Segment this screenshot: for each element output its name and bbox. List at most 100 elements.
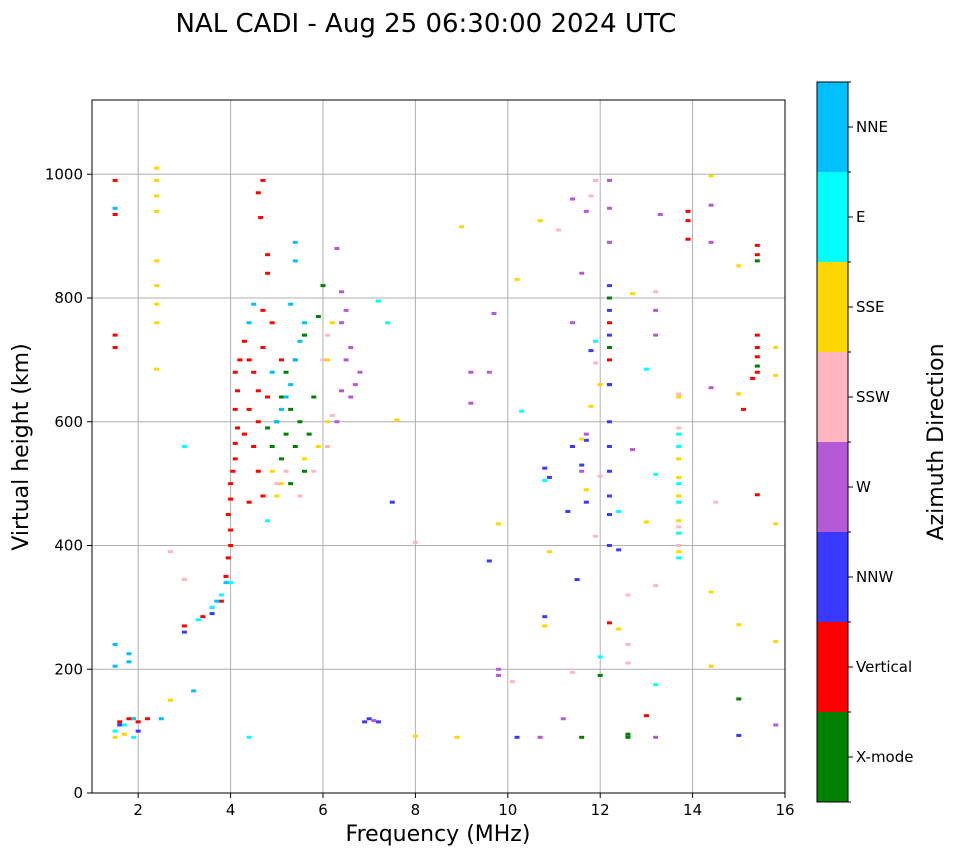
echo-point (546, 550, 552, 554)
colorbar-category-label: NNW (856, 568, 893, 586)
echo-point (653, 333, 659, 337)
echo-point (754, 253, 760, 257)
echo-point (579, 437, 585, 441)
echo-point (306, 432, 312, 436)
echo-point (228, 528, 234, 532)
echo-point (112, 346, 118, 349)
echo-point (292, 445, 298, 448)
echo-point (625, 732, 631, 736)
echo-point (708, 590, 714, 594)
echo-point (112, 729, 118, 733)
echo-point (251, 370, 257, 374)
echo-point (154, 178, 160, 182)
echo-point (606, 178, 612, 182)
echo-point (311, 469, 317, 473)
echo-point (569, 197, 575, 201)
echo-point (542, 615, 548, 619)
echo-point (260, 494, 266, 498)
echo-point (255, 191, 261, 195)
echo-point (708, 174, 714, 178)
echo-point (468, 401, 474, 405)
echo-point (357, 370, 363, 374)
echo-point (736, 392, 742, 396)
echo-point (154, 209, 160, 213)
echo-point (343, 358, 349, 362)
echo-point (579, 463, 585, 467)
colorbar-frame (816, 81, 849, 803)
echo-point (676, 457, 682, 461)
series-e (112, 299, 682, 739)
echo-point (750, 376, 756, 380)
echo-point (325, 358, 331, 362)
echo-point (676, 395, 682, 399)
x-axis-label: Frequency (MHz) (346, 822, 531, 847)
echo-point (653, 308, 659, 312)
colorbar-segment (817, 622, 848, 712)
echo-point (260, 346, 266, 349)
echo-point (265, 395, 271, 399)
echo-point (754, 243, 760, 247)
x-tick-label: 10 (498, 801, 517, 819)
echo-point (412, 734, 418, 738)
echo-point (556, 228, 562, 232)
echo-point (338, 389, 344, 393)
echo-point (412, 540, 418, 544)
echo-point (676, 556, 682, 560)
echo-point (181, 578, 187, 582)
echo-point (297, 339, 303, 343)
echo-point (574, 578, 580, 582)
echo-point (653, 584, 659, 588)
echo-point (112, 643, 118, 646)
echo-point (537, 219, 543, 223)
echo-point (588, 404, 594, 408)
echo-point (569, 321, 575, 325)
echo-point (708, 664, 714, 668)
echo-point (616, 627, 622, 631)
echo-point (579, 735, 585, 739)
echo-point (606, 469, 612, 473)
echo-point (278, 457, 284, 461)
echo-point (230, 469, 236, 473)
series-x-mode (265, 259, 760, 739)
echo-point (583, 500, 589, 504)
echo-point (338, 290, 344, 294)
x-tick-label: 2 (133, 801, 143, 819)
echo-point (112, 206, 118, 210)
echo-point (514, 735, 520, 739)
echo-point (278, 407, 284, 411)
echo-point (246, 407, 252, 411)
echo-point (218, 593, 224, 597)
echo-point (223, 574, 229, 578)
echo-point (112, 333, 118, 337)
echo-point (676, 500, 682, 504)
echo-point (126, 717, 132, 721)
echo-point (168, 698, 174, 702)
echo-point (218, 599, 224, 603)
echo-point (288, 383, 294, 387)
colorbar-category-label: SSE (856, 298, 885, 316)
y-axis-label: Virtual height (km) (9, 343, 34, 550)
echo-point (255, 389, 261, 393)
echo-point (214, 599, 220, 603)
echo-point (362, 720, 368, 724)
echo-point (302, 457, 308, 461)
echo-point (676, 475, 682, 479)
echo-point (736, 264, 742, 268)
echo-point (754, 370, 760, 374)
echo-point (144, 717, 150, 721)
echo-point (371, 719, 377, 723)
echo-point (676, 544, 682, 547)
echo-point (565, 509, 571, 513)
echo-point (154, 302, 160, 306)
echo-point (606, 296, 612, 300)
echo-point (657, 212, 663, 216)
echo-point (343, 308, 349, 312)
echo-point (246, 358, 252, 362)
echo-point (560, 717, 566, 721)
echo-point (292, 259, 298, 263)
echo-point (292, 358, 298, 362)
echo-point (209, 612, 215, 616)
echo-point (754, 259, 760, 263)
echo-point (228, 497, 234, 501)
echo-point (588, 194, 594, 198)
